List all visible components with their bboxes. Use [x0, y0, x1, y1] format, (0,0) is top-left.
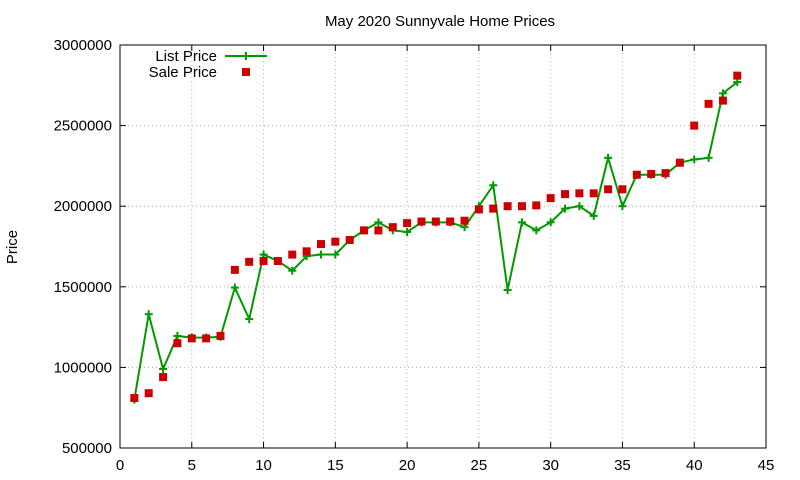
- list-price-point: [589, 211, 598, 220]
- sale-price-point: [245, 257, 254, 266]
- list-price-point: [561, 204, 570, 213]
- ticks: [119, 44, 767, 449]
- sale-price-point: [159, 373, 168, 382]
- x-tick-label: 20: [399, 457, 416, 474]
- sale-price-point: [388, 223, 397, 232]
- x-tick-label: 5: [188, 457, 196, 474]
- y-tick-label: 1500000: [54, 279, 112, 296]
- sale-price-point: [360, 226, 369, 235]
- list-price-point: [704, 153, 713, 162]
- y-tick-label: 1000000: [54, 359, 112, 376]
- list-price-point: [575, 202, 584, 211]
- x-tick-label: 15: [327, 457, 344, 474]
- list-price-point: [374, 218, 383, 227]
- sale-price-point: [575, 189, 584, 198]
- list-price-point: [288, 266, 297, 275]
- list-price-point: [546, 218, 555, 227]
- list-price-point: [517, 218, 526, 227]
- plot-frame: [119, 44, 767, 449]
- list-price-point: [690, 155, 699, 164]
- sale-price-point: [517, 202, 526, 211]
- list-price-point: [604, 153, 613, 162]
- x-tick-labels: 0 5 10 15 20 25 30 35 40 45: [116, 457, 775, 474]
- sale-price-point: [316, 240, 325, 249]
- x-tick-label: 10: [255, 457, 272, 474]
- sale-price-point: [202, 334, 211, 343]
- y-tick-label: 500000: [62, 440, 112, 457]
- sale-price-point: [532, 201, 541, 210]
- list-price-point: [144, 310, 153, 319]
- list-price-point: [403, 227, 412, 236]
- x-tick-label: 25: [471, 457, 488, 474]
- sale-price-point: [259, 257, 268, 266]
- sale-price-point: [647, 169, 656, 178]
- legend-marker-sale-price: [242, 68, 250, 76]
- x-tick-label: 40: [686, 457, 703, 474]
- sale-price-point: [130, 394, 139, 403]
- sale-price-point: [604, 185, 613, 194]
- list-price-point: [173, 331, 182, 340]
- list-price-point: [532, 226, 541, 235]
- sale-price-point: [632, 170, 641, 179]
- sale-price-point: [331, 237, 340, 246]
- list-price-point: [503, 286, 512, 295]
- sale-price-point: [561, 190, 570, 199]
- sale-price-point: [230, 265, 239, 274]
- list-price-series: [130, 78, 742, 404]
- sale-price-point: [690, 121, 699, 130]
- sale-price-point: [718, 96, 727, 105]
- sale-price-point: [173, 339, 182, 348]
- y-tick-label: 2500000: [54, 118, 112, 135]
- list-price-line: [133, 81, 738, 400]
- sale-price-point: [374, 226, 383, 235]
- list-price-point: [245, 315, 254, 324]
- sale-price-point: [733, 71, 742, 80]
- sale-price-point: [216, 331, 225, 340]
- list-price-point: [618, 202, 627, 211]
- sale-price-point: [273, 257, 282, 266]
- sale-price-point: [345, 236, 354, 245]
- sale-price-point: [474, 205, 483, 214]
- sale-price-point: [460, 216, 469, 225]
- y-tick-labels: 500000 1000000 1500000 2000000 2500000 300000…: [54, 37, 112, 457]
- list-price-point: [230, 283, 239, 292]
- legend-label-list-price: List Price: [155, 48, 217, 65]
- sale-price-point: [489, 204, 498, 213]
- x-tick-label: 45: [758, 457, 775, 474]
- list-price-point: [316, 250, 325, 259]
- sale-price-point: [704, 99, 713, 108]
- sale-price-point: [661, 169, 670, 178]
- sale-price-point: [417, 217, 426, 226]
- sale-price-point: [431, 217, 440, 226]
- sale-price-point: [546, 194, 555, 203]
- list-price-point: [159, 365, 168, 374]
- x-tick-label: 0: [116, 457, 124, 474]
- x-tick-label: 35: [614, 457, 631, 474]
- list-price-point: [718, 89, 727, 98]
- sale-price-point: [675, 158, 684, 167]
- sale-price-point: [503, 202, 512, 211]
- sale-price-series: [130, 71, 742, 403]
- sale-price-point: [302, 247, 311, 256]
- list-price-point: [331, 250, 340, 259]
- sale-price-point: [288, 250, 297, 259]
- y-axis-label: Price: [4, 230, 21, 264]
- grid: [120, 45, 766, 448]
- sale-price-point: [589, 189, 598, 198]
- sale-price-point: [618, 185, 627, 194]
- x-tick-label: 30: [542, 457, 559, 474]
- y-tick-label: 2000000: [54, 198, 112, 215]
- list-price-point: [489, 181, 498, 190]
- sale-price-point: [403, 219, 412, 228]
- sale-price-point: [187, 334, 196, 343]
- legend-label-sale-price: Sale Price: [149, 64, 217, 81]
- chart-title: May 2020 Sunnyvale Home Prices: [325, 13, 555, 30]
- y-tick-label: 3000000: [54, 37, 112, 54]
- sale-price-point: [144, 389, 153, 398]
- sale-price-point: [446, 217, 455, 226]
